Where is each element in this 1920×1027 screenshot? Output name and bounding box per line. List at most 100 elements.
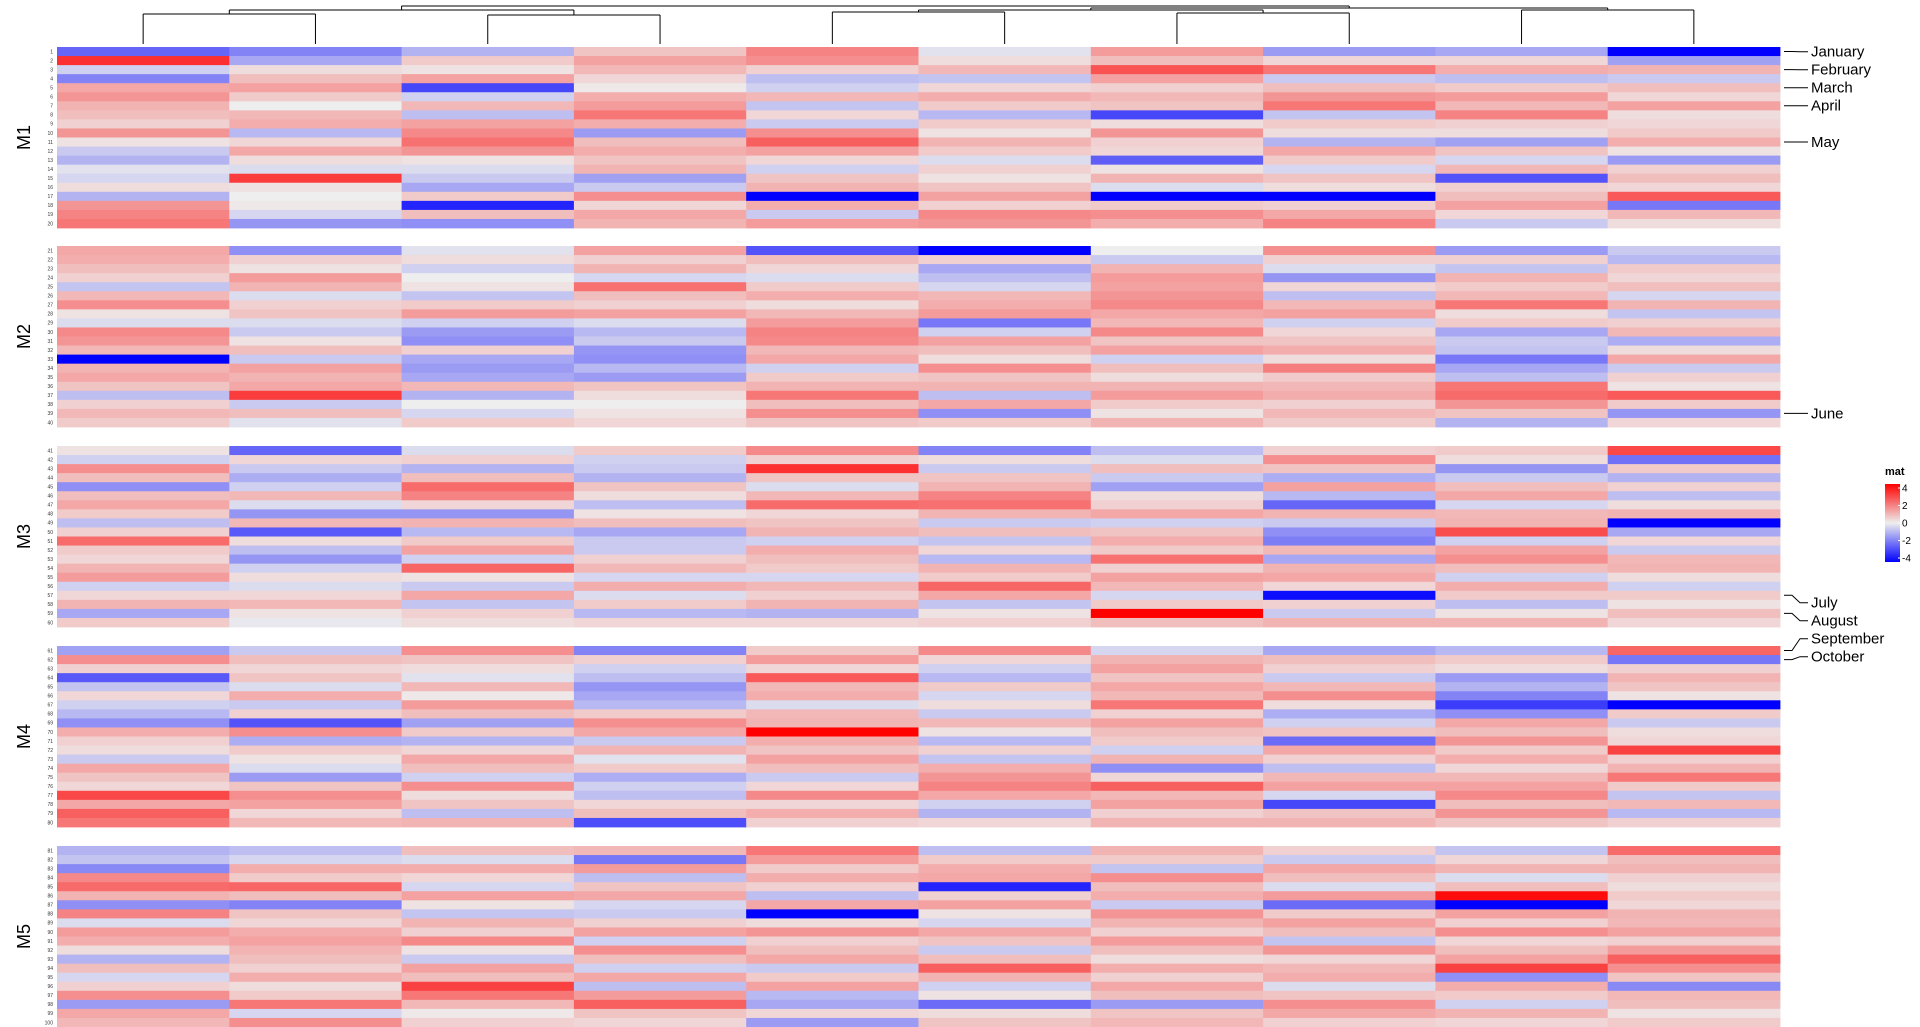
heatmap-cell (229, 273, 402, 283)
heatmap-cell (229, 664, 402, 674)
heatmap-cell (918, 509, 1092, 519)
heatmap-cell (1607, 945, 1781, 955)
row-annotation-label: October (1811, 649, 1864, 666)
row-label: 52 (47, 548, 53, 554)
heatmap-cell (1435, 963, 1609, 974)
heatmap-cell (1435, 74, 1609, 84)
heatmap-cell (1435, 318, 1609, 328)
heatmap-cell (1090, 572, 1264, 583)
heatmap-cell (1435, 164, 1609, 175)
heatmap-cell (1435, 482, 1609, 492)
heatmap-cell (1263, 92, 1436, 102)
heatmap-cell (401, 455, 575, 465)
heatmap-cell (57, 381, 230, 392)
heatmap-cell (746, 56, 919, 66)
heatmap-cell (1263, 646, 1436, 656)
heatmap-cell (401, 482, 575, 492)
row-label: 33 (47, 357, 53, 363)
heatmap-cell (1263, 581, 1436, 592)
heatmap-cell (746, 455, 919, 465)
heatmap-cell (918, 691, 1092, 701)
heatmap-cell (1263, 754, 1436, 765)
heatmap-cell (1090, 464, 1264, 474)
heatmap-cell (57, 65, 230, 75)
heatmap-cell (229, 408, 402, 419)
heatmap-cell (1090, 817, 1264, 828)
heatmap-cell (57, 545, 230, 555)
heatmap-cell (918, 945, 1092, 955)
heatmap-cell (1090, 390, 1264, 401)
heatmap-cell (1263, 327, 1436, 337)
heatmap-cell (57, 372, 230, 383)
heatmap-cell (1090, 545, 1264, 555)
row-label: 28 (47, 312, 53, 318)
heatmap-cell (1607, 173, 1781, 184)
annotation-connector (1784, 594, 1808, 604)
heatmap-cell (57, 736, 230, 746)
heatmap-cell (1090, 909, 1264, 919)
heatmap-cell (1435, 408, 1609, 419)
heatmap-cell (573, 491, 747, 501)
row-label: 36 (47, 384, 53, 390)
heatmap-cell (57, 563, 230, 574)
heatmap-cell (1435, 455, 1609, 465)
row-label: 7 (50, 104, 53, 110)
heatmap-cell (573, 354, 747, 365)
heatmap-cell (401, 545, 575, 555)
heatmap-cell (746, 873, 919, 883)
heatmap-cell (918, 191, 1092, 202)
heatmap-cell (746, 590, 919, 601)
heatmap-cell (1090, 727, 1264, 737)
heatmap-cell (746, 790, 919, 801)
heatmap-cell (1090, 83, 1264, 93)
heatmap-cell (1607, 155, 1781, 166)
row-label: 55 (47, 575, 53, 581)
heatmap-cells (57, 47, 1781, 1027)
heatmap-cell (1435, 509, 1609, 519)
heatmap-cell (918, 327, 1092, 337)
heatmap-cell (401, 536, 575, 546)
heatmap-cell (573, 1017, 747, 1027)
heatmap-cell (918, 500, 1092, 510)
heatmap-cell (57, 927, 230, 937)
heatmap-cell (746, 381, 919, 392)
heatmap-cell (918, 882, 1092, 892)
heatmap-cell (1263, 399, 1436, 410)
heatmap-cell (1090, 155, 1264, 166)
row-labels: 1234567891011121314151617181920212223242… (45, 49, 54, 1026)
heatmap-cell (573, 273, 747, 283)
heatmap-cell (1263, 146, 1436, 156)
heatmap-cell (1090, 47, 1264, 57)
heatmap-cell (746, 981, 919, 992)
heatmap-cell (1607, 464, 1781, 474)
legend-tick-label: -2 (1902, 536, 1911, 547)
heatmap-cell (1435, 563, 1609, 574)
row-label: 64 (47, 675, 53, 681)
heatmap-cell (57, 855, 230, 865)
heatmap-cell (918, 101, 1092, 111)
heatmap-cell (57, 963, 230, 974)
heatmap-cell (229, 1017, 402, 1027)
heatmap-cell (746, 763, 919, 774)
heatmap-cell (1263, 218, 1436, 229)
heatmap-cell (746, 191, 919, 202)
heatmap-cell (229, 182, 402, 193)
heatmap-cell (918, 390, 1092, 401)
heatmap-cell (229, 936, 402, 946)
heatmap-cell (1607, 736, 1781, 746)
row-label: 13 (47, 158, 53, 164)
heatmap-cell (401, 700, 575, 710)
heatmap-cell (746, 891, 919, 901)
heatmap-cell (1435, 718, 1609, 728)
heatmap-cell (1263, 846, 1436, 856)
heatmap-cell (746, 682, 919, 692)
heatmap-cell (573, 763, 747, 774)
heatmap-cell (746, 664, 919, 674)
heatmap-cell (401, 572, 575, 583)
heatmap-cell (918, 927, 1092, 937)
heatmap-cell (1607, 318, 1781, 328)
heatmap-cell (57, 464, 230, 474)
heatmap-cell (1435, 92, 1609, 102)
heatmap-cell (1090, 119, 1264, 129)
heatmap-cell (1090, 999, 1264, 1010)
